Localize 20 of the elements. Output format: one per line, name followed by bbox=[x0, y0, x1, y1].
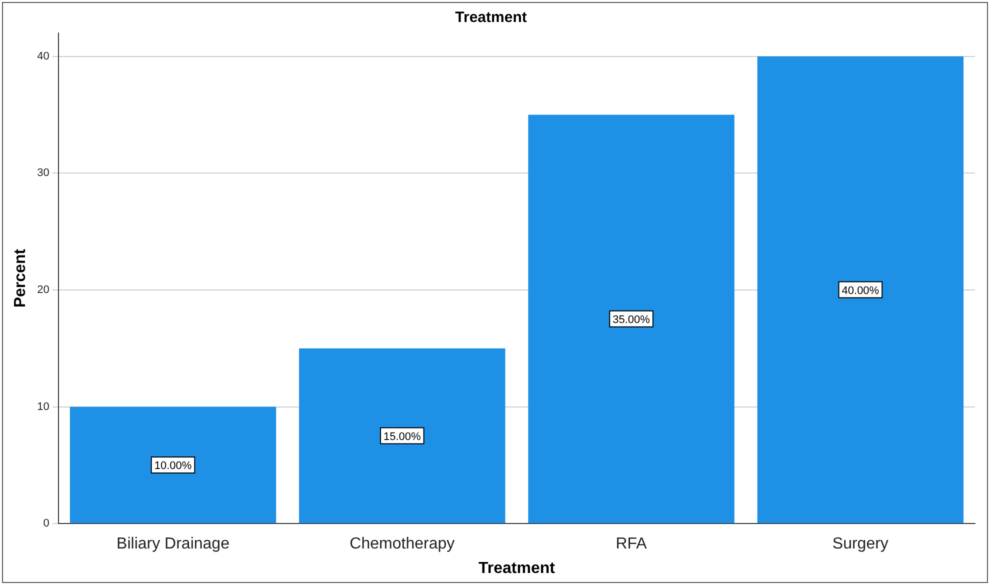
data-label: 40.00% bbox=[842, 284, 880, 297]
bar bbox=[70, 406, 276, 524]
bar bbox=[528, 114, 734, 524]
chart-title: Treatment bbox=[455, 9, 527, 26]
y-tick-label: 20 bbox=[37, 284, 50, 296]
y-tick-label: 30 bbox=[37, 167, 50, 180]
bar bbox=[757, 56, 964, 524]
x-tick-label: RFA bbox=[616, 536, 648, 553]
x-axis-title: Treatment bbox=[478, 560, 556, 577]
x-tick-label: Biliary Drainage bbox=[116, 536, 230, 553]
data-label: 15.00% bbox=[383, 430, 422, 443]
y-tick-label: 10 bbox=[37, 400, 50, 413]
bar bbox=[299, 348, 506, 524]
data-label: 35.00% bbox=[612, 314, 650, 326]
y-tick-label: 0 bbox=[43, 518, 50, 530]
y-axis-title: Percent bbox=[12, 248, 30, 308]
x-tick-label: Surgery bbox=[832, 536, 888, 553]
x-tick-label: Chemotherapy bbox=[350, 536, 455, 553]
y-tick-label: 40 bbox=[37, 50, 50, 62]
data-label: 10.00% bbox=[154, 460, 192, 472]
